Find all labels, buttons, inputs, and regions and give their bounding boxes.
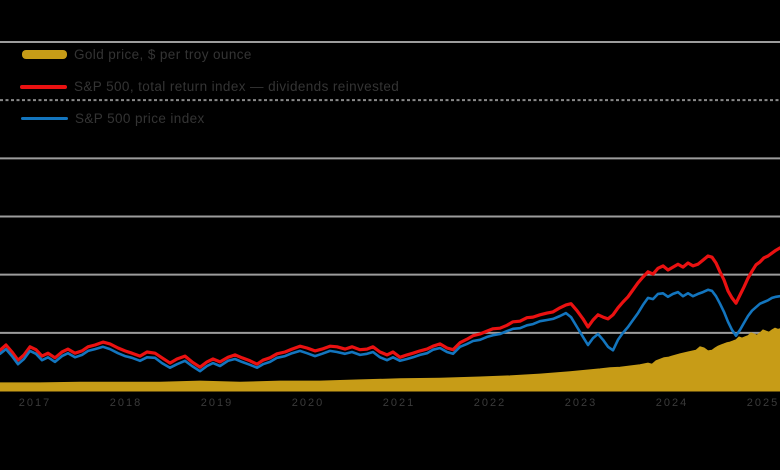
legend-item: S&P 500 price index bbox=[0, 108, 399, 129]
legend-item: Gold price, $ per troy ounce bbox=[0, 44, 399, 65]
legend-label: Gold price, $ per troy ounce bbox=[74, 47, 252, 62]
area-series-gold bbox=[0, 327, 780, 392]
x-axis-label: 2019 bbox=[200, 397, 234, 409]
legend-label: S&P 500 price index bbox=[75, 111, 205, 126]
x-axis-label: 2018 bbox=[109, 397, 143, 409]
x-axis-label: 2020 bbox=[291, 397, 325, 409]
line-series bbox=[0, 288, 780, 373]
x-axis-label: 2021 bbox=[382, 397, 416, 409]
chart-legend: Gold price, $ per troy ounce S&P 500, tot… bbox=[0, 44, 399, 129]
legend-swatch-icon bbox=[21, 117, 68, 120]
x-axis-label: 2024 bbox=[655, 397, 689, 409]
legend-swatch-icon bbox=[20, 84, 67, 89]
legend-swatch-icon bbox=[22, 50, 67, 59]
x-axis-label: 2023 bbox=[564, 397, 598, 409]
legend-label: S&P 500, total return index — dividends … bbox=[74, 79, 400, 94]
legend-item: S&P 500, total return index — dividends … bbox=[0, 76, 399, 97]
x-axis-label: 2022 bbox=[473, 397, 507, 409]
x-axis-label: 2025 bbox=[746, 397, 780, 409]
line-series bbox=[0, 246, 780, 369]
x-axis: 2017 2018 2019 2020 2021 2022 2023 2024 2025 bbox=[0, 397, 780, 413]
x-axis-label: 2017 bbox=[18, 397, 52, 409]
